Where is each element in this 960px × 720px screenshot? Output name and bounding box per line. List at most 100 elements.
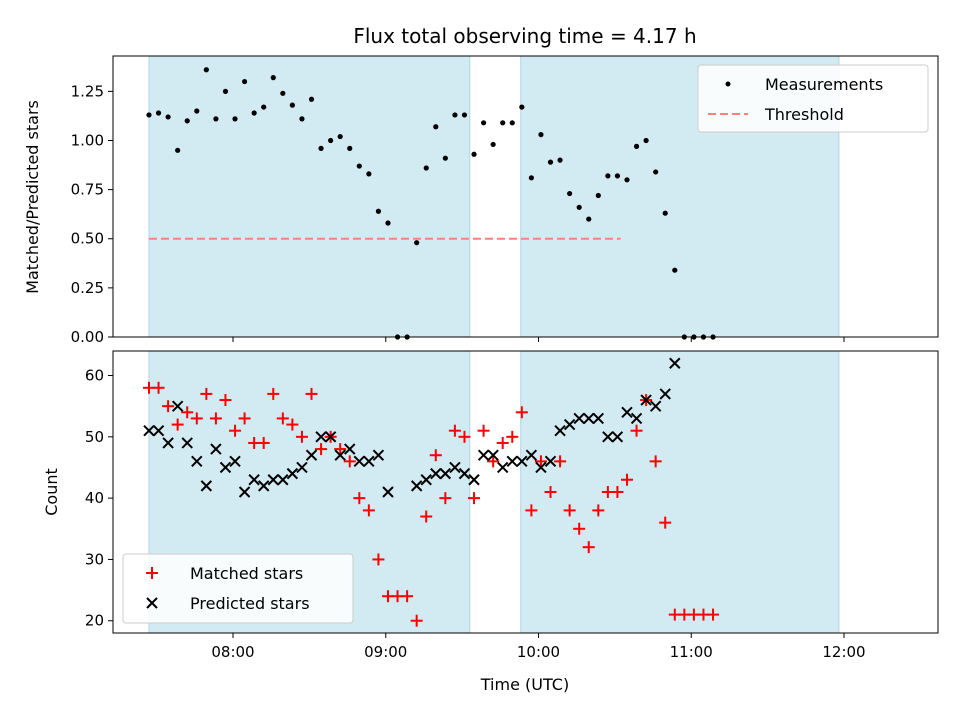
predicted-x-b bbox=[544, 455, 557, 468]
predicted-x-b bbox=[324, 431, 337, 443]
matched-star-point bbox=[611, 486, 624, 498]
measurement-point bbox=[375, 208, 382, 214]
predicted-x-b bbox=[649, 400, 662, 412]
matched-star-point bbox=[219, 394, 232, 407]
x-tick-label: 11:00 bbox=[670, 643, 713, 661]
predicted-x-b bbox=[583, 412, 595, 425]
matched-star-point bbox=[295, 430, 308, 443]
matched-star-point bbox=[554, 455, 567, 468]
matched-star-point bbox=[458, 430, 471, 443]
matched-star-point bbox=[257, 436, 270, 449]
predicted-star-point bbox=[152, 424, 165, 437]
measurement-point bbox=[528, 175, 534, 181]
measurement-point bbox=[567, 190, 573, 197]
measurement-point bbox=[605, 173, 611, 179]
bottom-legend: Matched stars Predicted stars bbox=[122, 553, 354, 624]
predicted-star-point bbox=[258, 480, 270, 492]
predicted-star-point bbox=[477, 449, 490, 461]
y-tick-label: 40 bbox=[85, 489, 104, 507]
predicted-x-b bbox=[143, 424, 155, 437]
top-panel: 0.00 0.25 0.50 0.75 1.00 1.25 Matched/Predict… bbox=[23, 55, 939, 346]
matched-star-point bbox=[525, 504, 538, 517]
predicted-x-b bbox=[363, 455, 375, 468]
matched-star-point bbox=[190, 412, 203, 425]
predicted-x-b bbox=[344, 443, 356, 455]
predicted-x-b bbox=[315, 431, 327, 443]
predicted-x-b bbox=[573, 412, 585, 425]
top-axis-ticks: 0.00 0.25 0.50 0.75 1.00 1.25 bbox=[71, 82, 845, 346]
predicted-x-b bbox=[535, 461, 547, 474]
predicted-x-b bbox=[210, 443, 222, 455]
x-tick-label: 10:00 bbox=[517, 643, 560, 661]
bottom-y-axis-label: Count bbox=[42, 468, 61, 516]
predicted-x-b bbox=[477, 449, 490, 461]
measurement-point bbox=[385, 220, 391, 226]
predicted-star-point bbox=[191, 455, 203, 468]
predicted-x-b bbox=[162, 437, 174, 449]
predicted-star-point bbox=[669, 357, 681, 369]
predicted-star-point bbox=[219, 461, 232, 474]
predicted-x-b bbox=[152, 424, 165, 437]
measurement-point bbox=[414, 240, 420, 246]
measurement-point bbox=[241, 78, 248, 85]
predicted-star-point bbox=[353, 455, 366, 468]
measurement-point bbox=[672, 267, 678, 273]
observing-window-band bbox=[520, 350, 840, 634]
predicted-x-b bbox=[563, 418, 576, 431]
matched-star-point bbox=[582, 541, 595, 554]
matched-star-point bbox=[181, 406, 194, 419]
matched-star-point bbox=[267, 387, 280, 400]
predicted-star-point bbox=[583, 412, 595, 425]
matched-star-point bbox=[477, 424, 490, 437]
x-tick-label: 09:00 bbox=[364, 643, 407, 661]
predicted-star-point bbox=[248, 474, 260, 486]
predicted-x-b bbox=[497, 461, 509, 474]
matched-star-point bbox=[439, 492, 452, 505]
predicted-x-b bbox=[191, 455, 203, 468]
measurement-point bbox=[480, 120, 487, 126]
predicted-x-b bbox=[449, 461, 461, 474]
matched-star-point bbox=[286, 418, 299, 431]
predicted-star-point bbox=[468, 474, 480, 486]
predicted-star-point bbox=[611, 431, 624, 443]
predicted-star-point bbox=[640, 394, 652, 406]
top-observing-windows bbox=[148, 55, 840, 338]
predicted-x-b bbox=[372, 449, 385, 461]
predicted-x-b bbox=[171, 400, 184, 412]
predicted-x-b bbox=[458, 467, 471, 480]
bottom-axis-ticks: 08:00 09:00 10:00 11:00 12:00 20 30 40 50 60 bbox=[85, 367, 866, 661]
measurement-point bbox=[633, 143, 640, 149]
bottom-legend-box bbox=[122, 553, 354, 624]
matched-star-point bbox=[200, 387, 213, 400]
matched-star-point bbox=[420, 510, 433, 523]
measurement-point bbox=[653, 169, 659, 175]
matched-star-point bbox=[229, 424, 242, 437]
predicted-x-b bbox=[334, 449, 346, 461]
predicted-x-b bbox=[353, 455, 366, 468]
predicted-star-point bbox=[162, 437, 174, 449]
predicted-x-b bbox=[430, 467, 442, 480]
measurement-point bbox=[222, 88, 229, 94]
predicted-star-point bbox=[659, 388, 671, 400]
predicted-star-point bbox=[621, 406, 633, 419]
predicted-x-b bbox=[602, 431, 614, 443]
predicted-star-point bbox=[602, 431, 614, 443]
matched-star-point bbox=[468, 492, 481, 505]
measurement-point bbox=[347, 145, 353, 151]
predicted-star-point bbox=[439, 467, 452, 480]
predicted-star-point bbox=[277, 474, 289, 486]
predicted-star-point bbox=[420, 474, 432, 486]
matched-star-point bbox=[410, 614, 423, 627]
measurement-point bbox=[328, 137, 334, 144]
legend-predicted-marker bbox=[146, 597, 158, 609]
predicted-x-b bbox=[267, 474, 279, 486]
predicted-star-point bbox=[544, 455, 557, 468]
measurement-point bbox=[442, 155, 448, 161]
predicted-star-point bbox=[487, 449, 499, 461]
predicted-star-point bbox=[210, 443, 222, 455]
x-axis-label: Time (UTC) bbox=[480, 675, 569, 694]
predicted-star-point bbox=[171, 400, 184, 412]
measurement-point bbox=[614, 173, 621, 179]
bottom-panel: 08:00 09:00 10:00 11:00 12:00 20 30 40 50 60 Coun… bbox=[42, 350, 939, 694]
predicted-x-b bbox=[410, 480, 423, 492]
